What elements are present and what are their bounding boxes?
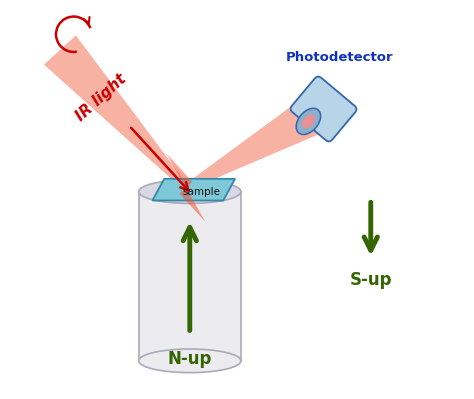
Polygon shape: [184, 100, 319, 190]
Polygon shape: [166, 154, 205, 222]
Text: N-up: N-up: [168, 350, 212, 368]
Text: sample: sample: [182, 187, 220, 197]
Ellipse shape: [296, 108, 320, 134]
Ellipse shape: [302, 115, 315, 128]
Polygon shape: [44, 36, 188, 190]
FancyBboxPatch shape: [291, 77, 356, 142]
Polygon shape: [153, 179, 235, 200]
FancyBboxPatch shape: [138, 192, 241, 361]
Text: Photodetector: Photodetector: [285, 51, 393, 64]
Ellipse shape: [138, 180, 241, 203]
Text: S-up: S-up: [349, 271, 392, 289]
Ellipse shape: [138, 349, 241, 373]
Text: IR light: IR light: [73, 71, 129, 124]
